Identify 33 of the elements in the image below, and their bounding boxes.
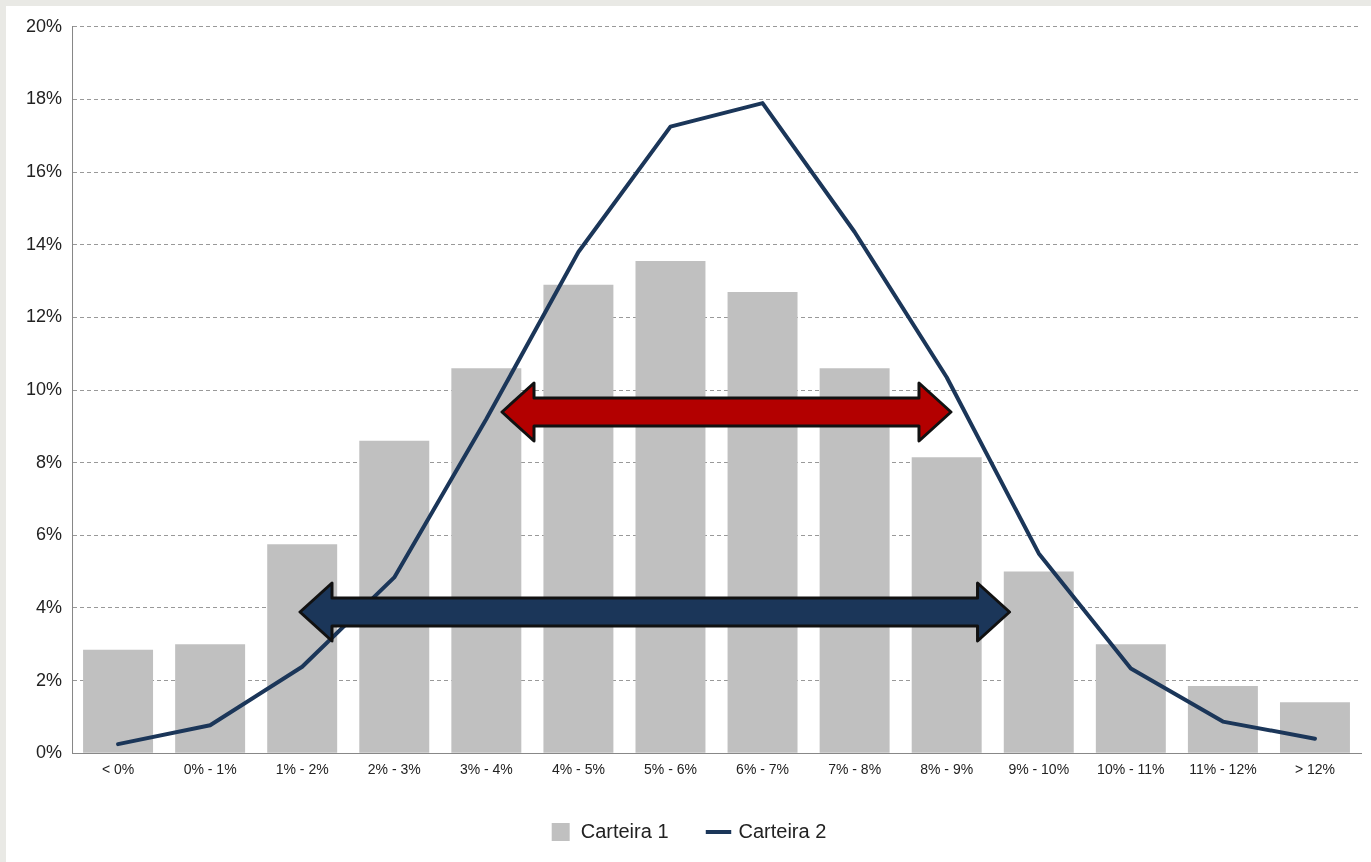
y-tick-label: 6%: [36, 524, 63, 545]
x-tick-label: 1% - 2%: [275, 761, 329, 778]
x-tick-label: 9% - 10%: [1008, 761, 1070, 778]
y-tick-label: 12%: [26, 306, 63, 327]
legend-label: Carteira 2: [738, 819, 827, 842]
x-tick-label: 0% - 1%: [183, 761, 237, 778]
y-tick-label: 18%: [26, 88, 63, 109]
legend-label: Carteira 1: [580, 819, 669, 842]
x-tick-label: 8% - 9%: [920, 761, 974, 778]
x-tick-label: 6% - 7%: [736, 761, 790, 778]
x-tick-label: 4% - 5%: [551, 761, 605, 778]
x-tick-label: 3% - 4%: [459, 761, 513, 778]
bar: [1187, 686, 1258, 753]
y-tick-label: 14%: [26, 233, 63, 254]
bar: [1279, 702, 1350, 753]
bar: [175, 644, 246, 753]
x-tick-label: 2% - 3%: [367, 761, 421, 778]
y-tick-label: 8%: [36, 451, 63, 472]
x-tick-label: 5% - 6%: [644, 761, 697, 778]
bar: [1095, 644, 1166, 753]
x-tick-label: < 0%: [101, 761, 135, 778]
x-tick-label: 10% - 11%: [1097, 761, 1165, 778]
y-tick-label: 16%: [26, 161, 63, 182]
bar: [1003, 571, 1074, 753]
y-tick-label: 4%: [36, 596, 63, 617]
y-tick-label: 10%: [26, 378, 63, 399]
x-tick-label: > 12%: [1294, 761, 1336, 778]
x-tick-label: 11% - 12%: [1189, 761, 1257, 778]
y-tick-label: 2%: [36, 669, 63, 690]
y-tick-label: 20%: [26, 15, 63, 36]
bar: [83, 649, 154, 753]
x-tick-label: 7% - 8%: [828, 761, 882, 778]
y-tick-label: 0%: [36, 742, 63, 763]
